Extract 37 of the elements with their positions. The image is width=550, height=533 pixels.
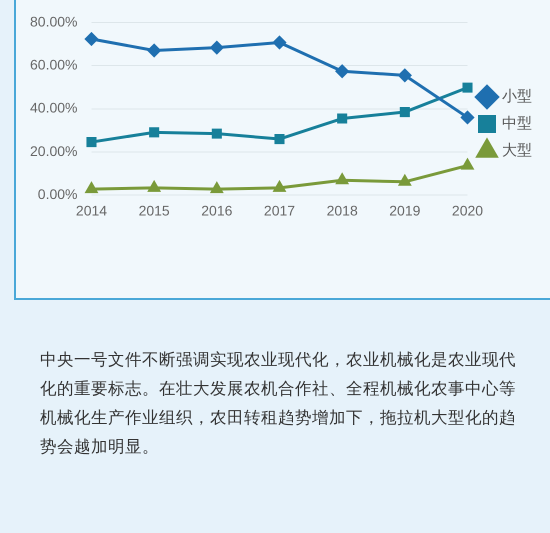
point (462, 82, 473, 93)
x-tick-label: 2019 (389, 202, 421, 218)
point (274, 134, 285, 144)
point (337, 113, 348, 124)
x-tick-label: 2020 (452, 202, 484, 218)
x-tick-label: 2015 (138, 202, 170, 218)
point (272, 36, 286, 49)
point (400, 107, 410, 118)
x-tick-label: 2016 (201, 202, 233, 218)
y-tick-label: 80.00% (30, 13, 78, 30)
y-tick-label: 40.00% (30, 100, 78, 116)
x-tick-label: 2017 (264, 202, 296, 218)
point (461, 110, 474, 124)
point (149, 127, 160, 138)
y-tick-label: 60.00% (30, 56, 78, 72)
point (336, 64, 349, 78)
point (336, 174, 348, 184)
point (462, 159, 474, 170)
x-tick-label: 2018 (326, 202, 358, 218)
point (398, 68, 412, 82)
x-tick-label: 2014 (76, 202, 108, 218)
point (148, 44, 161, 57)
point (86, 137, 97, 148)
y-tick-label: 0.00% (38, 186, 78, 202)
legend-label: 大型 (502, 142, 532, 160)
point (148, 181, 160, 192)
point (84, 32, 98, 46)
legend-label: 中型 (502, 115, 532, 132)
point (210, 182, 223, 194)
point (86, 182, 98, 194)
point (212, 128, 222, 139)
text: 中央一号文件不断强调实现农业现代化，农业机械化是农业现代化的重要标志。在壮大发展农机合作社、全程机械化农事中心等机械化生产作业组织，农田转租趋势增加下，拖拉机大型化的趋势会越加明显。 (40, 349, 517, 458)
point (210, 41, 224, 54)
legend-label: 小型 (502, 88, 532, 106)
point (274, 181, 286, 192)
y-tick-label: 20.00% (30, 142, 78, 159)
point (399, 175, 411, 186)
